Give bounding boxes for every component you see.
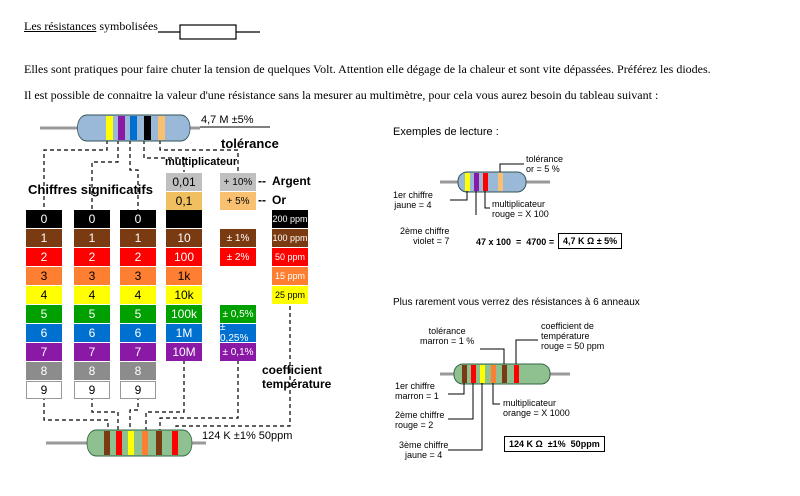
bottom-resistor-icon <box>46 429 206 457</box>
example1-resistor-icon <box>440 163 550 215</box>
multiplier-cell: 100 <box>166 248 202 266</box>
heading-tolerance: tolérance <box>221 136 279 151</box>
digit-cell-col3: 8 <box>120 362 156 380</box>
example2-heading: Plus rarement vous verrez des résistance… <box>393 297 640 308</box>
tolerance-cell: ± 0,5% <box>220 305 256 323</box>
digit-cell-col2: 3 <box>74 267 110 285</box>
example1-result: 4,7 K Ω ± 5% <box>558 233 623 249</box>
label-or: Or <box>272 193 287 207</box>
example1-first-label: 1er chiffre jaune = 4 <box>393 190 433 210</box>
digit-cell-col3: 2 <box>120 248 156 266</box>
digit-cell-col2: 1 <box>74 229 110 247</box>
example1-heading: Exemples de lecture : <box>393 126 499 138</box>
digit-cell-col3: 7 <box>120 343 156 361</box>
multiplier-cell: 10k <box>166 286 202 304</box>
digit-cell-col1: 5 <box>26 305 62 323</box>
tol-cell-silver: + 10% <box>220 173 256 191</box>
multiplier-cell: 10M <box>166 343 202 361</box>
digit-cell-col2: 8 <box>74 362 110 380</box>
digit-cell-col3: 3 <box>120 267 156 285</box>
digit-cell-col3: 1 <box>120 229 156 247</box>
tempco-cell: 200 ppm <box>272 210 308 228</box>
table-connector-lines <box>43 140 291 434</box>
title-line: Les résistances symbolisées <box>24 19 158 34</box>
digit-cell-col1: 1 <box>26 229 62 247</box>
example2-third-label: 3ème chiffre jaune = 4 <box>399 440 449 460</box>
example1-tolerance-label: tolérance or = 5 % <box>526 154 564 174</box>
example2-result: 124 K Ω ±1% 50ppm <box>504 436 605 452</box>
title-rest: symbolisées <box>96 19 158 33</box>
example1-second-label: 2ème chiffre violet = 7 <box>400 226 450 246</box>
digit-cell-col2: 9 <box>74 381 110 399</box>
top-resistor-label: 4,7 M ±5% <box>201 114 254 126</box>
example2-first-label: 1er chiffre marron = 1 <box>395 381 439 401</box>
digit-cell-col3: 0 <box>120 210 156 228</box>
example2-resistor-icon <box>440 339 570 451</box>
dash-argent: -- <box>258 174 266 188</box>
heading-multiplier: multiplicateur <box>165 156 238 168</box>
digit-cell-col1: 4 <box>26 286 62 304</box>
tol-cell-gold: + 5% <box>220 192 256 210</box>
digit-cell-col1: 3 <box>26 267 62 285</box>
digit-cell-col2: 5 <box>74 305 110 323</box>
example2-second-label: 2ème chiffre rouge = 2 <box>395 410 445 430</box>
paragraph-1: Elles sont pratiques pour faire chuter l… <box>24 62 711 76</box>
digit-cell-col1: 6 <box>26 324 62 342</box>
example1-multiplier-label: multiplicateur rouge = X 100 <box>492 199 549 219</box>
heading-tempco: coefficient température <box>262 363 332 391</box>
digit-cell-col1: 8 <box>26 362 62 380</box>
title-underlined: Les résistances <box>24 19 97 33</box>
digit-cell-col2: 2 <box>74 248 110 266</box>
example2-tempco-label: coefficient de température rouge = 50 pp… <box>541 321 605 351</box>
digit-cell-col2: 7 <box>74 343 110 361</box>
dash-or: -- <box>258 193 266 207</box>
tempco-cell: 25 ppm <box>272 286 308 304</box>
paragraph-2: Il est possible de connaitre la valeur d… <box>24 88 659 102</box>
example2-multiplier-label: multiplicateur orange = X 1000 <box>503 398 570 418</box>
heading-digits: Chiffres significatifs <box>28 182 153 197</box>
example2-tolerance-label: tolérance marron = 1 % <box>420 326 475 346</box>
digit-cell-col3: 5 <box>120 305 156 323</box>
digit-cell-col1: 2 <box>26 248 62 266</box>
digit-cell-col2: 4 <box>74 286 110 304</box>
bottom-resistor-label: 124 K ±1% 50ppm <box>202 430 293 442</box>
multiplier-cell: 100k <box>166 305 202 323</box>
digit-cell-col1: 9 <box>26 381 62 399</box>
multiplier-cell: 1M <box>166 324 202 342</box>
multiplier-cell: 1k <box>166 267 202 285</box>
digit-cell-col3: 9 <box>120 381 156 399</box>
tempco-cell: 50 ppm <box>272 248 308 266</box>
tempco-cell: 100 ppm <box>272 229 308 247</box>
digit-cell-col1: 7 <box>26 343 62 361</box>
tolerance-cell: ± 0,25% <box>220 322 256 344</box>
tolerance-cell: ± 2% <box>220 248 256 266</box>
example1-formula: 47 x 100 = 4700 = <box>476 237 555 247</box>
top-resistor-icon <box>40 114 200 142</box>
tempco-cell: 15 ppm <box>272 267 308 285</box>
resistor-symbol-icon <box>158 24 260 40</box>
digit-cell-col2: 0 <box>74 210 110 228</box>
digit-cell-col3: 6 <box>120 324 156 342</box>
multiplier-cell: 10 <box>166 229 202 247</box>
mult-cell-gold: 0,1 <box>166 192 202 210</box>
tolerance-cell: ± 1% <box>220 229 256 247</box>
multiplier-cell <box>166 210 202 228</box>
top-resistor-underline <box>200 126 270 128</box>
digit-cell-col2: 6 <box>74 324 110 342</box>
tolerance-cell: ± 0,1% <box>220 343 256 361</box>
digit-cell-col1: 0 <box>26 210 62 228</box>
digit-cell-col3: 4 <box>120 286 156 304</box>
label-argent: Argent <box>272 174 311 188</box>
mult-cell-silver: 0,01 <box>166 173 202 191</box>
